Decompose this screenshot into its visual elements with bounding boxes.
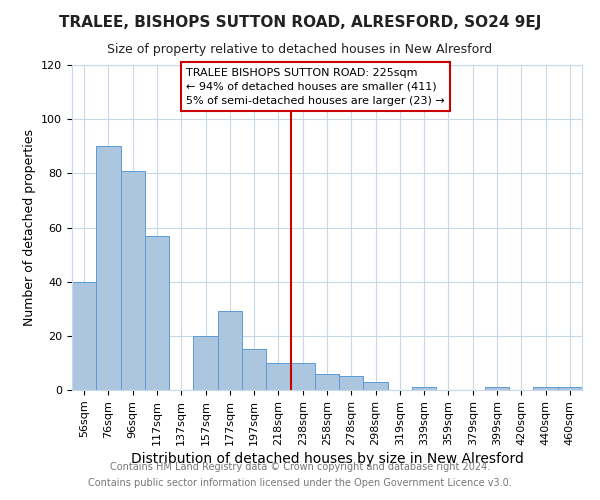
Bar [193,336,218,390]
Bar [218,312,242,390]
Text: Contains HM Land Registry data © Crown copyright and database right 2024.: Contains HM Land Registry data © Crown c… [110,462,490,472]
Bar [266,363,290,390]
Text: TRALEE, BISHOPS SUTTON ROAD, ALRESFORD, SO24 9EJ: TRALEE, BISHOPS SUTTON ROAD, ALRESFORD, … [59,15,541,30]
Text: Contains public sector information licensed under the Open Government Licence v3: Contains public sector information licen… [88,478,512,488]
Bar [121,170,145,390]
Bar [412,388,436,390]
Y-axis label: Number of detached properties: Number of detached properties [23,129,35,326]
Bar [290,363,315,390]
Text: Size of property relative to detached houses in New Alresford: Size of property relative to detached ho… [107,42,493,56]
Text: TRALEE BISHOPS SUTTON ROAD: 225sqm
← 94% of detached houses are smaller (411)
5%: TRALEE BISHOPS SUTTON ROAD: 225sqm ← 94%… [186,68,445,106]
Bar [485,388,509,390]
Bar [72,282,96,390]
X-axis label: Distribution of detached houses by size in New Alresford: Distribution of detached houses by size … [131,452,523,466]
Bar [315,374,339,390]
Bar [96,146,121,390]
Bar [242,350,266,390]
Bar [364,382,388,390]
Bar [533,388,558,390]
Bar [558,388,582,390]
Bar [145,236,169,390]
Bar [339,376,364,390]
